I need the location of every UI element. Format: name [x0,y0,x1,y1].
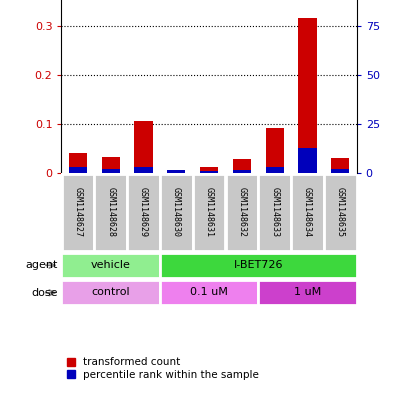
Text: vehicle: vehicle [90,260,130,270]
Bar [134,121,152,173]
Text: GSM1148627: GSM1148627 [73,187,82,237]
Bar [61,174,94,251]
Bar [225,174,258,251]
Text: control: control [91,287,130,297]
Bar [258,174,290,251]
Bar [192,174,225,251]
Bar [160,253,356,277]
Bar [330,158,348,173]
Bar [69,153,87,173]
Bar [94,174,127,251]
Bar [258,281,356,305]
Bar [167,171,185,173]
Bar [101,169,119,173]
Bar [200,171,218,173]
Bar [167,171,185,173]
Bar [160,174,192,251]
Text: GSM1148630: GSM1148630 [171,187,180,237]
Text: I-BET726: I-BET726 [233,260,282,270]
Bar [265,167,283,173]
Text: agent: agent [25,260,57,270]
Bar [160,281,258,305]
Text: GSM1148633: GSM1148633 [270,187,279,237]
Text: 1 uM: 1 uM [293,287,320,297]
Text: GSM1148628: GSM1148628 [106,187,115,237]
Bar [290,174,323,251]
Bar [265,128,283,173]
Text: GSM1148634: GSM1148634 [302,187,311,237]
Bar [127,174,160,251]
Text: GSM1148631: GSM1148631 [204,187,213,237]
Bar [330,169,348,173]
Bar [134,167,152,173]
Bar [298,148,316,173]
Text: GSM1148632: GSM1148632 [237,187,246,237]
Text: 0.1 uM: 0.1 uM [190,287,227,297]
Bar [61,253,160,277]
Bar [200,167,218,173]
Bar [101,157,119,173]
Bar [61,281,160,305]
Text: GSM1148635: GSM1148635 [335,187,344,237]
Text: dose: dose [31,288,57,298]
Text: GSM1148629: GSM1148629 [139,187,148,237]
Bar [232,170,250,173]
Bar [323,174,356,251]
Bar [69,167,87,173]
Bar [232,159,250,173]
Legend: transformed count, percentile rank within the sample: transformed count, percentile rank withi… [67,357,258,380]
Bar [298,18,316,173]
